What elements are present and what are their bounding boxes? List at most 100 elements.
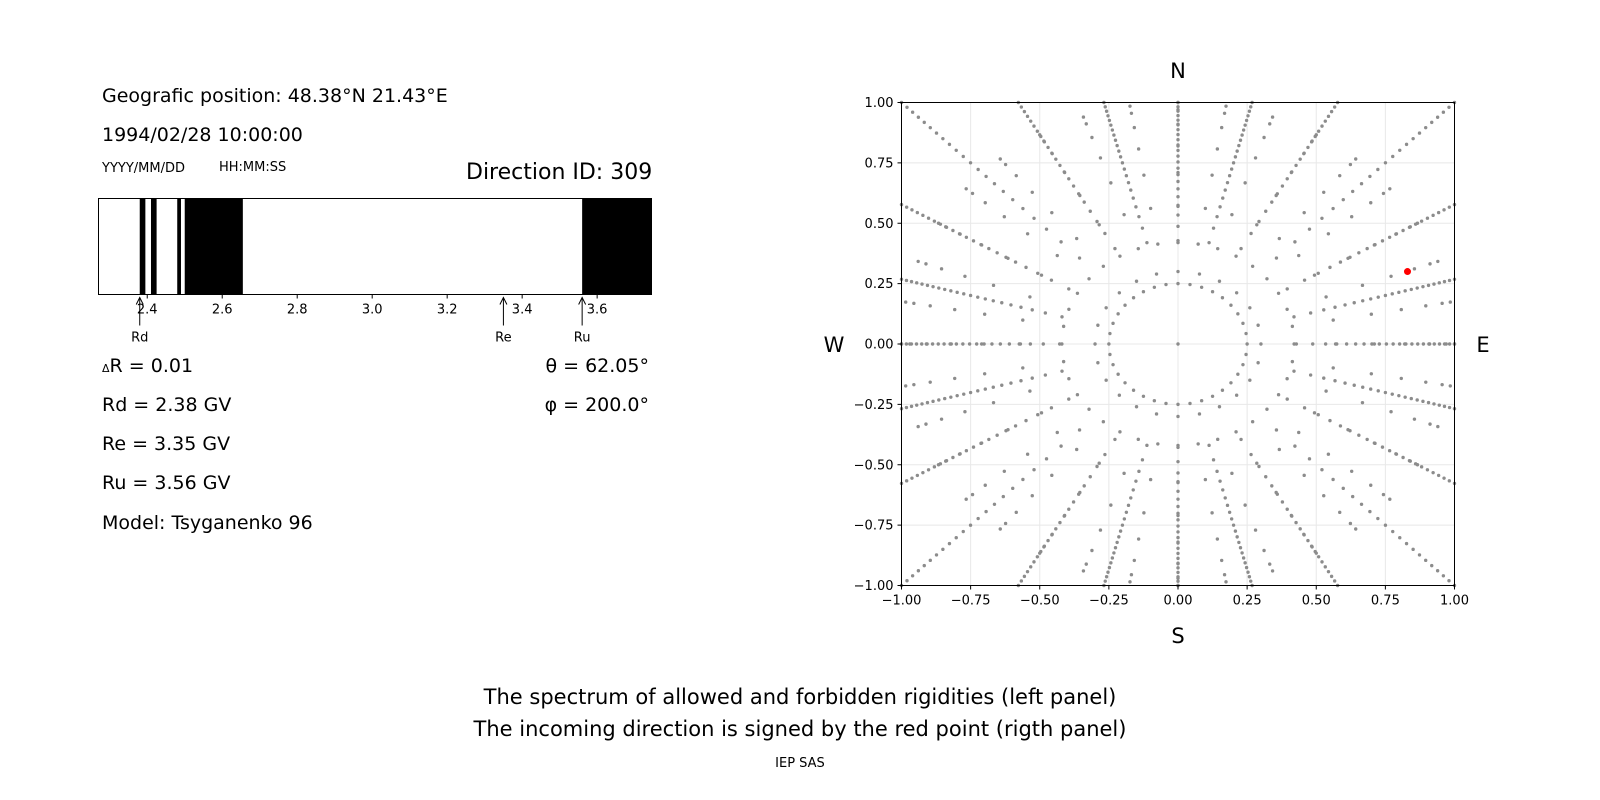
direction-point: [1042, 544, 1047, 548]
direction-point: [1255, 223, 1259, 227]
direction-point: [1447, 278, 1452, 283]
direction-point: [1104, 575, 1109, 579]
direction-point: [1176, 561, 1180, 565]
direction-point: [1049, 406, 1054, 410]
direction-point: [1131, 388, 1136, 392]
direction-point: [964, 497, 968, 501]
direction-point: [1265, 277, 1269, 281]
forbidden-band: [139, 198, 146, 295]
direction-point: [1176, 238, 1180, 243]
direction-point: [1285, 507, 1289, 511]
direction-point: [1215, 469, 1219, 474]
direction-point: [1142, 511, 1146, 515]
direction-point: [1302, 473, 1306, 478]
direction-point: [1093, 342, 1097, 346]
direction-point: [1215, 537, 1220, 541]
direction-point: [1081, 115, 1086, 119]
direction-point: [1404, 142, 1409, 147]
direction-point: [1227, 510, 1232, 515]
direction-point: [1244, 352, 1248, 357]
direction-point: [1077, 256, 1082, 260]
direction-point: [1442, 404, 1447, 409]
direction-point: [1176, 118, 1180, 122]
direction-point: [1341, 486, 1345, 491]
direction-point: [1152, 399, 1157, 403]
direction-point: [947, 142, 952, 147]
direction-point: [941, 136, 945, 141]
direction-point: [1292, 369, 1296, 373]
x-tick-label: −1.00: [882, 594, 922, 609]
direction-point: [970, 191, 975, 196]
direction-point: [1055, 253, 1059, 258]
direction-point: [968, 161, 973, 165]
direction-point: [1368, 509, 1372, 514]
direction-point: [1268, 122, 1272, 126]
direction-point: [937, 398, 941, 402]
direction-point: [1312, 411, 1317, 415]
x-tick-label: 0.00: [1164, 594, 1193, 609]
direction-point: [1243, 123, 1247, 127]
direction-point: [1259, 342, 1263, 346]
direction-point: [1019, 379, 1023, 383]
direction-point: [1050, 210, 1054, 215]
direction-point: [964, 449, 969, 453]
direction-point: [971, 239, 976, 243]
direction-point: [910, 574, 915, 578]
direction-point: [1039, 411, 1044, 415]
direction-point: [1381, 191, 1386, 196]
direction-point: [912, 382, 916, 387]
direction-point: [1030, 376, 1034, 380]
y-tick-label: −0.75: [854, 519, 894, 534]
direction-point: [1136, 147, 1141, 151]
direction-point: [1250, 419, 1255, 424]
direction-point: [1122, 471, 1126, 476]
direction-point: [982, 372, 987, 376]
direction-point: [1071, 184, 1076, 188]
direction-point: [1176, 570, 1180, 575]
direction-point: [1297, 253, 1301, 258]
direction-point: [1257, 464, 1261, 469]
direction-point: [1435, 569, 1440, 573]
direction-point: [1292, 315, 1296, 319]
direction-point: [961, 529, 965, 534]
direction-point: [1241, 556, 1246, 560]
direction-point: [955, 393, 959, 398]
spectrum-tick-label: 2.8: [287, 303, 308, 318]
direction-point: [1316, 271, 1320, 275]
direction-point: [964, 235, 969, 239]
direction-point: [1256, 323, 1260, 327]
direction-point: [963, 274, 967, 278]
direction-point: [1390, 292, 1394, 296]
direction-point: [1046, 145, 1050, 150]
direction-point: [1377, 342, 1382, 346]
direction-point: [1308, 311, 1313, 315]
direction-point: [1050, 473, 1054, 478]
direction-point: [1387, 449, 1392, 453]
direction-point: [1294, 342, 1299, 346]
direction-point: [1332, 579, 1337, 583]
direction-point: [1103, 579, 1107, 583]
direction-point: [1122, 167, 1127, 171]
direction-point: [1277, 236, 1282, 241]
direction-point: [916, 424, 920, 429]
direction-point: [1067, 397, 1071, 401]
direction-point: [1117, 149, 1121, 153]
direction-point: [1196, 242, 1200, 246]
forbidden-band: [150, 198, 157, 295]
direction-point: [1176, 511, 1180, 516]
direction-point: [1344, 342, 1349, 346]
direction-point: [1207, 240, 1211, 245]
direction-point: [1106, 114, 1110, 118]
direction-point: [932, 219, 937, 223]
time-format-hint: HH:MM:SS: [219, 160, 287, 175]
direction-point: [1381, 492, 1386, 497]
direction-point: [1328, 265, 1332, 270]
direction-point: [1104, 109, 1109, 113]
direction-point: [1403, 289, 1407, 293]
direction-point: [1253, 528, 1258, 532]
direction-point: [1109, 181, 1113, 185]
direction-point: [1293, 444, 1297, 448]
direction-point: [1176, 113, 1180, 118]
re-value: Re = 3.35 GV: [102, 433, 231, 455]
ru-value: Ru = 3.56 GV: [102, 472, 231, 494]
